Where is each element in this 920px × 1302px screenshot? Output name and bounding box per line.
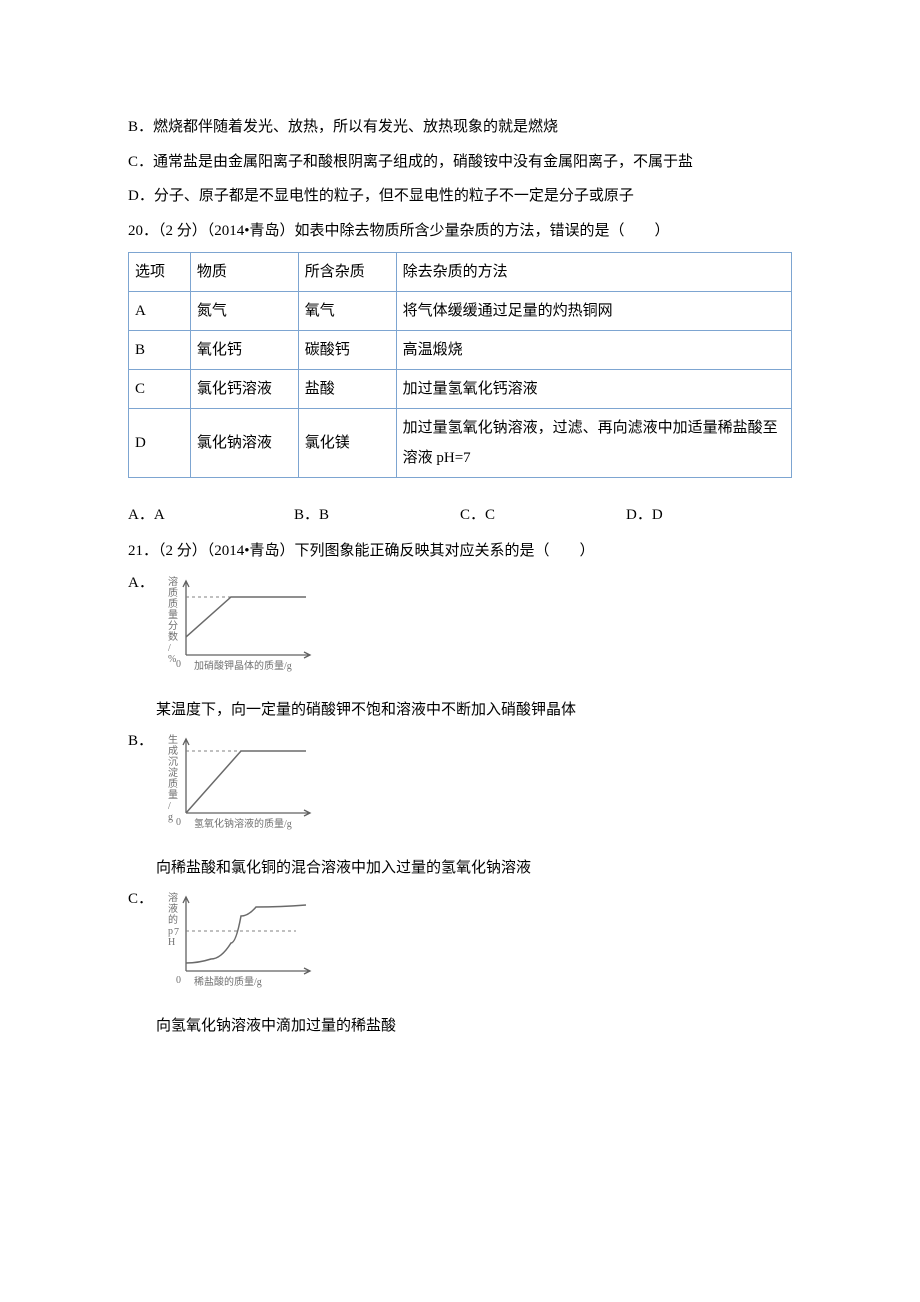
svg-text:生: 生: [168, 733, 178, 746]
svg-text:量: 量: [168, 789, 178, 801]
table-cell: D: [129, 409, 191, 478]
svg-text:质: 质: [168, 587, 178, 599]
option-b[interactable]: B．B: [294, 500, 460, 530]
table-cell: 高温煅烧: [396, 331, 791, 370]
svg-text:0: 0: [176, 817, 181, 828]
svg-text:量: 量: [168, 609, 178, 621]
table-cell: B: [129, 331, 191, 370]
table-cell: C: [129, 370, 191, 409]
table-cell: A: [129, 292, 191, 331]
svg-text:加硝酸钾晶体的质量/g: 加硝酸钾晶体的质量/g: [194, 659, 292, 672]
table-row: C 氯化钙溶液 盐酸 加过量氢氧化钙溶液: [129, 370, 792, 409]
option-c[interactable]: C．C: [460, 500, 626, 530]
svg-text:溶: 溶: [168, 575, 178, 588]
svg-text:的: 的: [168, 913, 178, 926]
table-cell: 氯化钙溶液: [190, 370, 298, 409]
option-d[interactable]: D．D: [626, 500, 792, 530]
svg-text:淀: 淀: [168, 766, 178, 779]
table-header-cell: 物质: [190, 253, 298, 292]
chart-c: 溶液的pH 0 稀盐酸的质量/g 7: [156, 889, 316, 1010]
svg-text:溶: 溶: [168, 891, 178, 904]
table-header-cell: 除去杂质的方法: [396, 253, 791, 292]
table-cell: 氧化钙: [190, 331, 298, 370]
svg-text:数: 数: [168, 630, 178, 643]
table-cell: 盐酸: [298, 370, 396, 409]
svg-text:g: g: [168, 812, 173, 823]
svg-text:/: /: [168, 801, 171, 812]
q20-options: A．A B．B C．C D．D: [128, 500, 792, 530]
chart-a: 溶质质量分数/%0加硝酸钾晶体的质量/g: [156, 573, 316, 694]
q20-prompt: 20．（2 分）（2014•青岛）如表中除去物质所含少量杂质的方法，错误的是（ …: [128, 214, 792, 249]
option-label-a[interactable]: A．: [128, 573, 156, 594]
option-label-b[interactable]: B．: [128, 731, 156, 752]
statement-c: C．通常盐是由金属阳离子和酸根阴离子组成的，硝酸铵中没有金属阳离子，不属于盐: [128, 145, 792, 180]
chart-b: 生成沉淀质量/g0 氢氧化钠溶液的质量/g: [156, 731, 316, 852]
table-header-cell: 选项: [129, 253, 191, 292]
table-cell: 加过量氢氧化钠溶液，过滤、再向滤液中加适量稀盐酸至溶液 pH=7: [396, 409, 791, 478]
table-row: B 氧化钙 碳酸钙 高温煅烧: [129, 331, 792, 370]
svg-text:氢氧化钠溶液的质量/g: 氢氧化钠溶液的质量/g: [194, 817, 292, 830]
table-header-row: 选项 物质 所含杂质 除去杂质的方法: [129, 253, 792, 292]
table-header-cell: 所含杂质: [298, 253, 396, 292]
caption-c: 向氢氧化钠溶液中滴加过量的稀盐酸: [156, 1010, 792, 1043]
table-cell: 加过量氢氧化钙溶液: [396, 370, 791, 409]
table-cell: 氧气: [298, 292, 396, 331]
caption-b: 向稀盐酸和氯化铜的混合溶液中加入过量的氢氧化钠溶液: [156, 852, 792, 885]
table-cell: 氯化镁: [298, 409, 396, 478]
svg-text:成: 成: [168, 745, 178, 757]
svg-text:0: 0: [176, 659, 181, 670]
svg-text:质: 质: [168, 778, 178, 790]
q20-table: 选项 物质 所含杂质 除去杂质的方法 A 氮气 氧气 将气体缓缓通过足量的灼热铜…: [128, 252, 792, 478]
svg-text:分: 分: [168, 620, 178, 632]
option-a[interactable]: A．A: [128, 500, 294, 530]
svg-text:/: /: [168, 643, 171, 654]
svg-text:7: 7: [174, 927, 179, 938]
table-cell: 碳酸钙: [298, 331, 396, 370]
table-cell: 氯化钠溶液: [190, 409, 298, 478]
option-label-c[interactable]: C．: [128, 889, 156, 910]
svg-text:沉: 沉: [168, 755, 178, 768]
svg-text:液: 液: [168, 902, 178, 915]
svg-text:0: 0: [176, 975, 181, 986]
svg-text:H: H: [168, 937, 175, 948]
svg-text:质: 质: [168, 598, 178, 610]
table-row: A 氮气 氧气 将气体缓缓通过足量的灼热铜网: [129, 292, 792, 331]
statement-b: B．燃烧都伴随着发光、放热，所以有发光、放热现象的就是燃烧: [128, 110, 792, 145]
table-row: D 氯化钠溶液 氯化镁 加过量氢氧化钠溶液，过滤、再向滤液中加适量稀盐酸至溶液 …: [129, 409, 792, 478]
table-cell: 氮气: [190, 292, 298, 331]
q21-prompt: 21．（2 分）（2014•青岛）下列图象能正确反映其对应关系的是（ ）: [128, 534, 792, 569]
svg-text:稀盐酸的质量/g: 稀盐酸的质量/g: [194, 975, 262, 988]
svg-text:p: p: [168, 926, 173, 937]
caption-a: 某温度下，向一定量的硝酸钾不饱和溶液中不断加入硝酸钾晶体: [156, 694, 792, 727]
statement-d: D．分子、原子都是不显电性的粒子，但不显电性的粒子不一定是分子或原子: [128, 179, 792, 214]
table-cell: 将气体缓缓通过足量的灼热铜网: [396, 292, 791, 331]
